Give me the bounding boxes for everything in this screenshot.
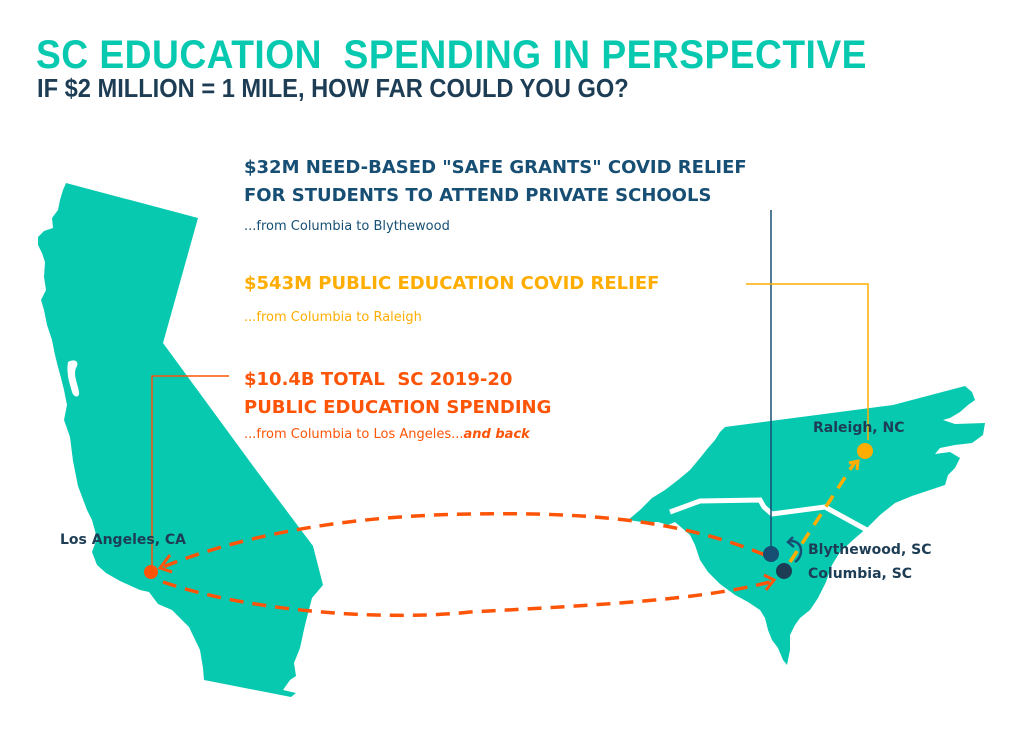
raleigh-leader-line [746, 283, 869, 440]
california-shape [38, 183, 323, 697]
losangeles-leader-line [151, 375, 229, 566]
route-to-raleigh [788, 461, 857, 563]
city-label-columbia: Columbia, SC [808, 566, 913, 582]
loop-arrow-icon [789, 539, 803, 564]
covid-relief-route: ...from Columbia to Raleigh [244, 310, 422, 325]
route-to-losangeles [162, 511, 766, 569]
columbia-dot [776, 563, 792, 579]
arrowhead-columbia [763, 573, 777, 591]
page-subtitle: IF $2 MILLION = 1 MILE, HOW FAR COULD YO… [37, 73, 629, 103]
losangeles-dot [144, 565, 158, 579]
arrowhead-raleigh [848, 459, 860, 471]
safe-grants-heading-line1: $32M NEED-BASED "SAFE GRANTS" COVID RELI… [244, 157, 747, 178]
route-to-columbia [162, 580, 771, 618]
total-spending-route-text: ...from Columbia to Los Angeles... [244, 427, 464, 442]
carolinas-shape [628, 386, 985, 665]
arrowhead-losangeles [157, 554, 173, 574]
total-spending-route-emphasis: and back [463, 427, 530, 442]
city-label-blythewood: Blythewood, SC [808, 542, 932, 558]
safe-grants-heading-line2: FOR STUDENTS TO ATTEND PRIVATE SCHOOLS [244, 185, 712, 206]
safe-grants-heading: $32M NEED-BASED "SAFE GRANTS" COVID RELI… [244, 154, 747, 210]
total-spending-heading: $10.4B TOTAL SC 2019-20 PUBLIC EDUCATION … [244, 366, 551, 422]
blythewood-dot [763, 546, 779, 562]
covid-relief-heading: $543M PUBLIC EDUCATION COVID RELIEF [244, 273, 660, 294]
state-border-line [669, 497, 887, 543]
total-spending-heading-line1: $10.4B TOTAL SC 2019-20 [244, 369, 513, 390]
safe-grants-route: ...from Columbia to Blythewood [244, 219, 450, 234]
page-title: SC EDUCATION SPENDING IN PERSPECTIVE [36, 33, 867, 77]
total-spending-heading-line2: PUBLIC EDUCATION SPENDING [244, 397, 552, 418]
raleigh-dot [857, 443, 873, 459]
city-label-raleigh: Raleigh, NC [813, 420, 905, 436]
total-spending-route: ...from Columbia to Los Angeles...and ba… [244, 427, 530, 442]
city-label-los-angeles: Los Angeles, CA [60, 532, 186, 548]
